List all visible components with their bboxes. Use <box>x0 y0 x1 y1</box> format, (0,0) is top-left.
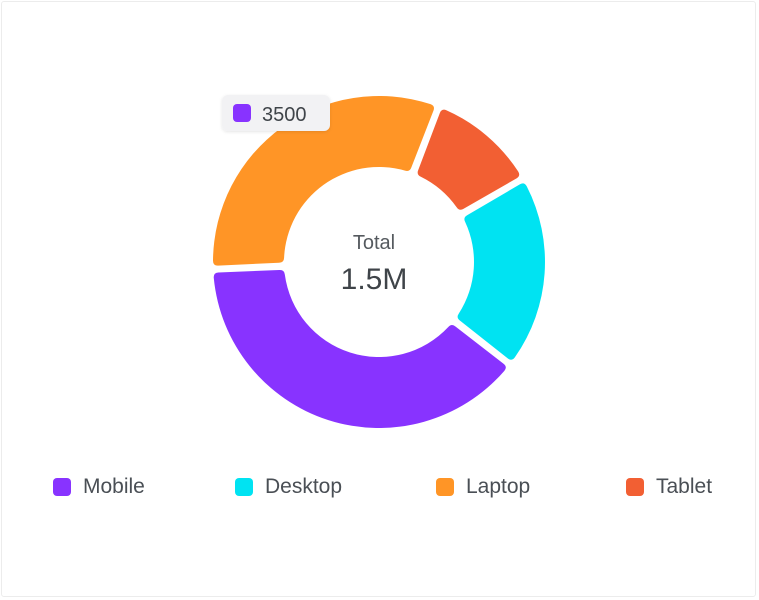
legend-item-tablet[interactable]: Tablet <box>626 472 712 502</box>
slice-laptop[interactable] <box>213 95 434 266</box>
legend-item-mobile[interactable]: Mobile <box>53 472 145 502</box>
chart-legend: Mobile Desktop Laptop Tablet <box>0 472 759 502</box>
legend-item-desktop[interactable]: Desktop <box>235 472 342 502</box>
tooltip-value: 3500 <box>262 104 307 126</box>
legend-swatch-desktop <box>235 478 253 496</box>
legend-swatch-tablet <box>626 478 644 496</box>
tooltip-background <box>222 95 330 131</box>
slice-tablet[interactable] <box>417 109 520 210</box>
donut-slices <box>213 95 545 429</box>
donut-chart: Total 1.5M 3500 <box>213 95 545 429</box>
tooltip-swatch <box>233 104 251 122</box>
legend-label-tablet: Tablet <box>656 475 713 498</box>
legend-label-laptop: Laptop <box>466 475 531 498</box>
legend-label-desktop: Desktop <box>265 475 343 498</box>
center-total-label: Total <box>353 232 395 254</box>
legend-item-laptop[interactable]: Laptop <box>436 472 530 502</box>
legend-swatch-laptop <box>436 478 454 496</box>
legend-label-mobile: Mobile <box>83 475 145 498</box>
slice-desktop[interactable] <box>457 183 545 360</box>
slice-mobile[interactable] <box>213 270 506 429</box>
legend-swatch-mobile <box>53 478 71 496</box>
center-total-value: 1.5M <box>341 263 408 296</box>
value-tooltip: 3500 <box>222 95 330 131</box>
